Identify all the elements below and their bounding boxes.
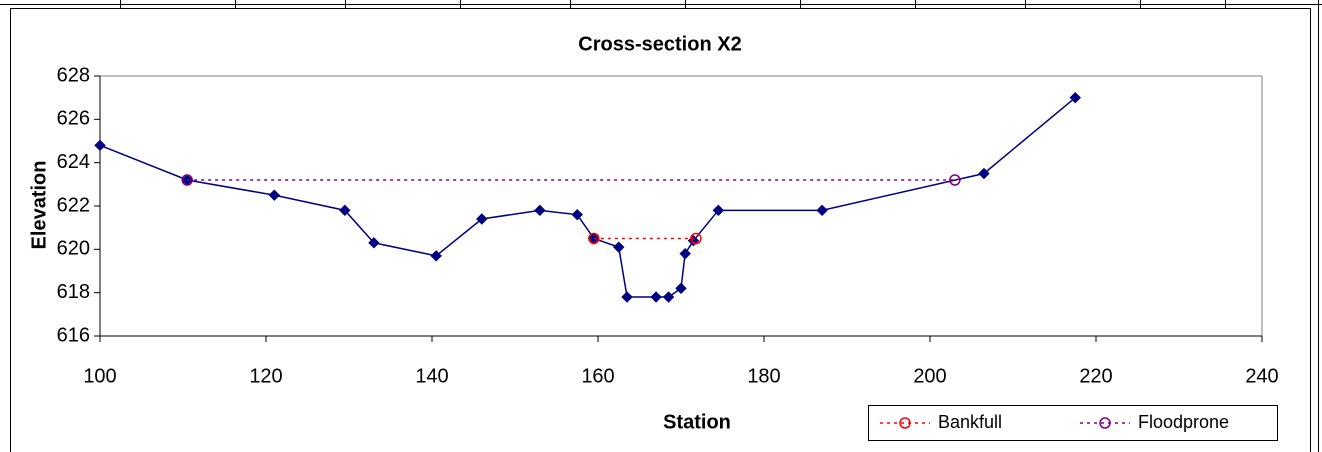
circle-marker — [181, 174, 193, 186]
diamond-marker — [679, 247, 691, 260]
y-tick-label: 624 — [57, 151, 90, 173]
x-tick-label: 240 — [1245, 365, 1278, 387]
diamond-marker — [978, 167, 990, 180]
circle-marker — [690, 232, 702, 245]
legend-label: Floodprone — [1138, 412, 1229, 432]
diamond-marker — [368, 237, 380, 249]
y-tick-label: 622 — [57, 194, 90, 216]
x-tick-label: 160 — [581, 365, 614, 387]
y-tick-label: 626 — [57, 108, 90, 130]
circle-marker — [899, 417, 911, 429]
series — [588, 232, 702, 245]
x-tick-label: 180 — [747, 365, 780, 387]
chart-title: Cross-section X2 — [578, 33, 741, 55]
diamond-marker — [476, 213, 488, 225]
legend-box — [868, 405, 1278, 441]
x-tick-label: 100 — [83, 365, 116, 387]
x-tick-label: 220 — [1079, 365, 1112, 387]
series — [94, 91, 1081, 303]
x-tick-label: 200 — [913, 365, 946, 387]
diamond-marker — [650, 291, 662, 303]
legend-label: Bankfull — [938, 412, 1002, 432]
diamond-marker — [1069, 91, 1081, 104]
series — [181, 174, 961, 186]
diamond-marker — [339, 204, 351, 217]
diamond-marker — [571, 208, 583, 221]
diamond-marker — [534, 204, 546, 217]
y-tick-label: 628 — [57, 64, 90, 86]
plot-area — [99, 75, 1263, 337]
x-tick-label: 140 — [415, 365, 448, 387]
circle-marker — [1099, 417, 1111, 429]
y-tick-label: 618 — [57, 281, 90, 303]
diamond-marker — [268, 189, 281, 201]
diamond-marker — [621, 291, 633, 303]
diamond-marker — [430, 250, 442, 262]
y-tick-label: 620 — [57, 238, 90, 260]
diamond-marker — [675, 282, 687, 295]
x-tick-label: 120 — [249, 365, 282, 387]
circle-marker — [588, 232, 600, 245]
circle-marker — [949, 174, 961, 186]
x-axis-label: Station — [663, 411, 731, 433]
diamond-marker — [816, 204, 828, 217]
diamond-marker — [613, 241, 625, 253]
diamond-marker — [712, 204, 725, 217]
diamond-marker — [662, 291, 675, 303]
y-axis-label: Elevation — [28, 161, 50, 250]
diamond-marker — [94, 139, 106, 152]
y-tick-label: 616 — [57, 324, 90, 346]
